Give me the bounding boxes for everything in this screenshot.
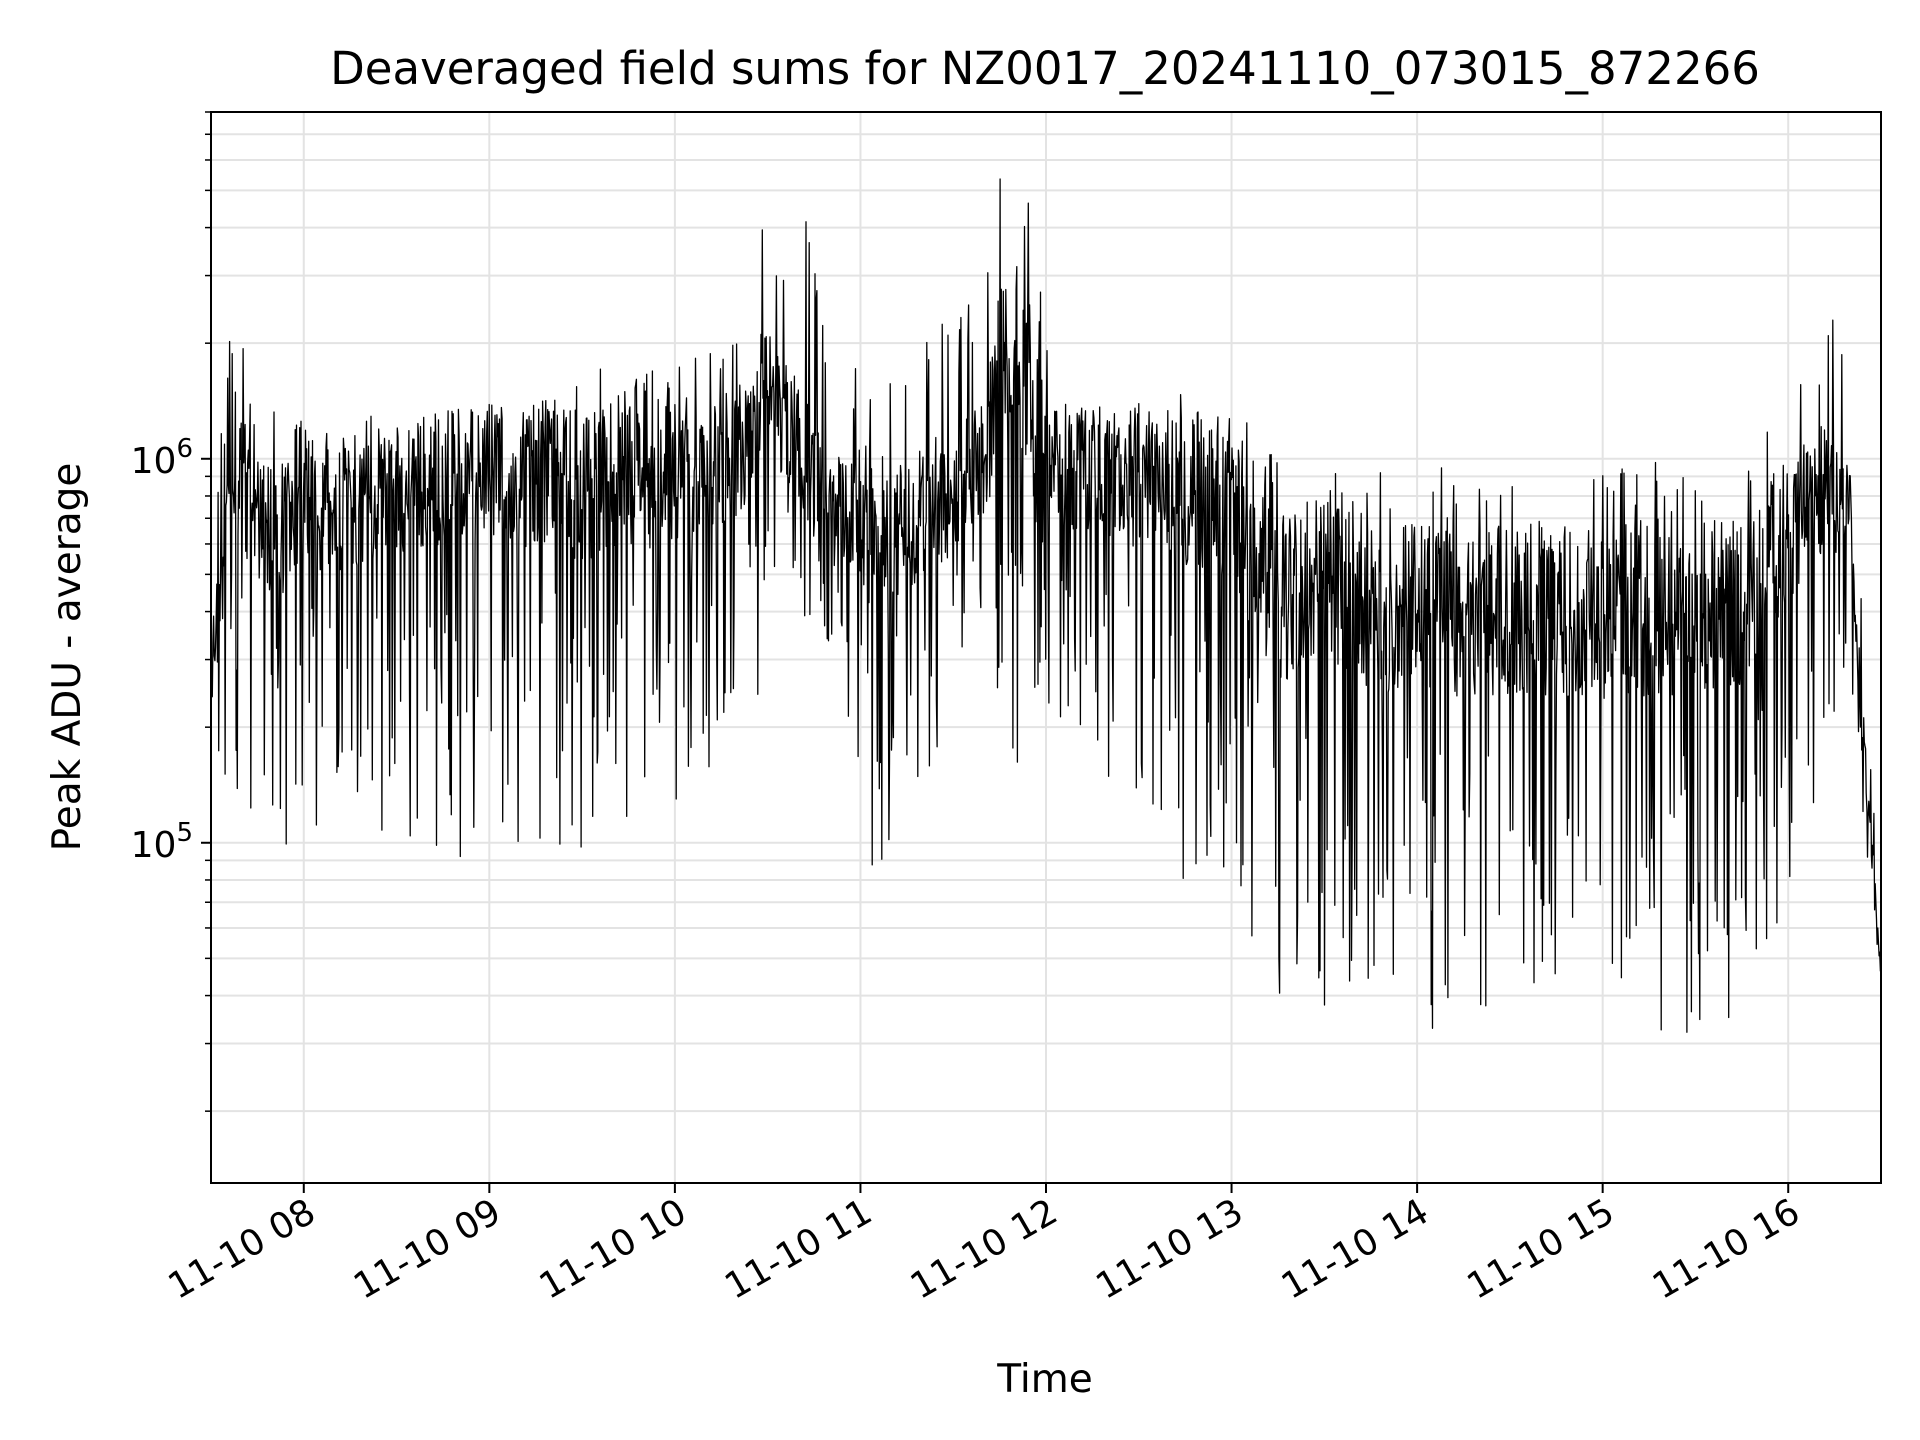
series-line: [210, 178, 1882, 1033]
x-axis-label: Time: [996, 1357, 1092, 1402]
y-axis: 105 106: [131, 111, 211, 1112]
y-axis-label: Peak ADU - average: [45, 463, 90, 852]
series-layer: [210, 178, 1882, 1033]
y-tick-label: 106: [131, 434, 193, 482]
chart-title: Deaveraged field sums for NZ0017_2024111…: [330, 42, 1760, 95]
y-tick-label: 105: [131, 818, 193, 866]
